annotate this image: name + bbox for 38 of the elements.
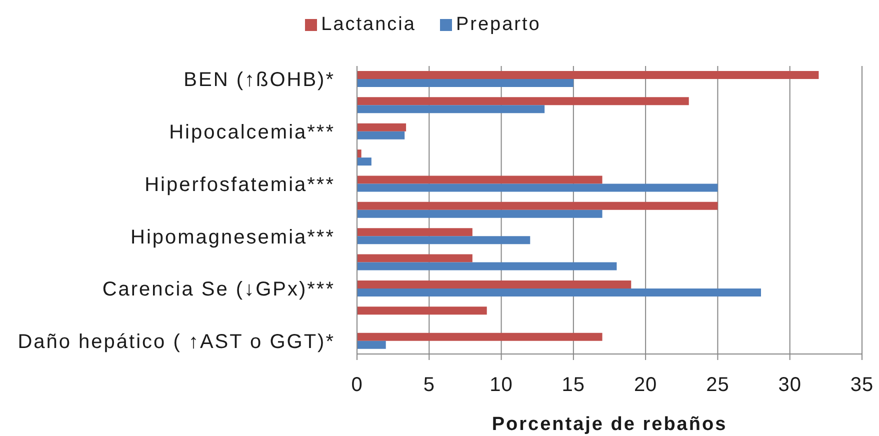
legend-label: Lactancia <box>321 14 416 35</box>
bar <box>357 288 761 296</box>
x-axis-title: Porcentaje de rebaños <box>492 414 728 435</box>
bar <box>357 150 362 158</box>
bar <box>357 236 530 244</box>
bar <box>357 210 602 218</box>
x-tick-label: 5 <box>423 374 435 396</box>
bar <box>357 184 718 192</box>
x-tick-label: 20 <box>634 374 658 396</box>
y-tick-label: Carencia Se (↓GPx)*** <box>102 278 335 301</box>
bar <box>357 228 472 236</box>
bar <box>357 97 689 106</box>
x-tick-label: 0 <box>351 374 363 396</box>
y-tick-label: Hipocalcemia*** <box>169 122 335 144</box>
bar <box>357 158 372 166</box>
bar <box>357 262 617 270</box>
y-tick-label: Hipomagnesemia*** <box>130 226 335 248</box>
x-tick-label: 35 <box>850 374 874 396</box>
bar <box>357 280 632 288</box>
bar <box>357 202 718 210</box>
legend-label: Preparto <box>456 14 541 35</box>
bar <box>357 131 405 140</box>
x-tick-label: 15 <box>562 374 586 396</box>
bar <box>357 306 487 315</box>
bar <box>357 79 574 87</box>
bar <box>357 340 386 349</box>
y-tick-label: Hiperfosfatemia*** <box>144 174 335 196</box>
bar <box>357 176 602 184</box>
x-tick-label: 25 <box>706 374 730 396</box>
bar <box>357 123 406 132</box>
y-tick-label: BEN (↑ßOHB)* <box>184 69 335 92</box>
bar <box>357 105 545 114</box>
bar <box>357 254 472 262</box>
bar <box>357 332 602 341</box>
y-tick-label: Daño hepático ( ↑AST o GGT)* <box>18 331 335 354</box>
x-tick-label: 10 <box>490 374 513 396</box>
x-tick-label: 30 <box>778 374 802 396</box>
bar <box>357 71 819 79</box>
